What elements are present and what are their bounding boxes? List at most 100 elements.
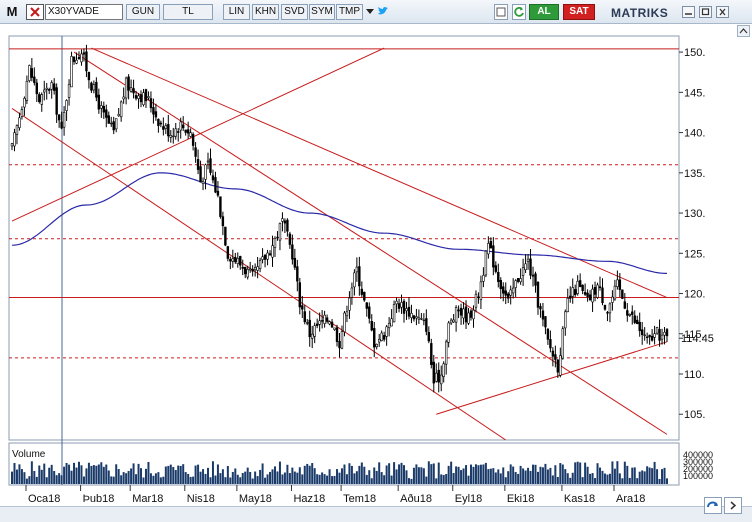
- candle-body: [437, 369, 440, 383]
- volume-bar: [313, 468, 316, 484]
- volume-bar: [231, 471, 234, 484]
- candle-body: [623, 301, 627, 309]
- volume-bar: [132, 463, 135, 484]
- volume-bar: [140, 468, 143, 484]
- x-tick-label: Oca18: [28, 493, 60, 505]
- volume-bar: [340, 468, 343, 484]
- candle-body: [303, 311, 306, 323]
- candle-body: [425, 318, 428, 332]
- volume-bar: [157, 472, 160, 484]
- symbol-field[interactable]: X30YVADE: [45, 4, 123, 20]
- period-button[interactable]: GUN: [126, 4, 160, 20]
- buy-button[interactable]: AL: [529, 4, 559, 20]
- checkbox-icon[interactable]: [494, 4, 508, 20]
- candle-body: [315, 323, 319, 326]
- sell-button[interactable]: SAT: [563, 4, 595, 20]
- candle-body: [541, 310, 545, 320]
- candle-body: [571, 287, 574, 297]
- candle-body: [487, 243, 490, 255]
- volume-bar: [256, 476, 259, 484]
- tmp-button[interactable]: TMP: [336, 4, 363, 20]
- svd-button[interactable]: SVD: [281, 4, 308, 20]
- volume-bar: [35, 476, 38, 484]
- close-symbol-icon[interactable]: [26, 4, 44, 20]
- candle-body: [559, 355, 562, 376]
- candle-body: [23, 98, 26, 108]
- volume-bar: [30, 461, 33, 484]
- lin-button[interactable]: LIN: [223, 4, 250, 20]
- volume-bar: [477, 465, 480, 484]
- volume-bar: [326, 475, 329, 484]
- refresh-icon[interactable]: [512, 4, 526, 20]
- minimize-icon[interactable]: [682, 6, 695, 18]
- volume-bar: [435, 478, 438, 484]
- candle-body: [291, 244, 294, 260]
- candle-body: [256, 266, 259, 271]
- volume-bar: [226, 466, 229, 484]
- candle-body: [655, 327, 659, 334]
- volume-bar: [90, 465, 93, 484]
- sym-button[interactable]: SYM: [309, 4, 335, 20]
- volume-bar: [194, 465, 197, 484]
- candle-body: [415, 316, 418, 319]
- candle-body: [569, 295, 572, 299]
- volume-bar: [425, 476, 428, 484]
- candle-body: [459, 307, 463, 316]
- candle-body: [248, 268, 252, 271]
- volume-bar: [291, 467, 294, 484]
- candle-body: [427, 332, 431, 342]
- volume-bar: [507, 471, 510, 484]
- candle-body: [613, 285, 617, 300]
- currency-button[interactable]: TL: [163, 4, 213, 20]
- candle-body: [80, 53, 83, 63]
- volume-bar: [497, 469, 500, 484]
- candle-body: [645, 336, 649, 338]
- scroll-end-icon[interactable]: [724, 497, 742, 514]
- candle-body: [57, 114, 61, 121]
- volume-bar: [603, 473, 606, 484]
- volume-bar: [184, 472, 187, 484]
- volume-bar: [273, 466, 276, 484]
- volume-bar: [259, 469, 262, 484]
- volume-bar: [663, 467, 666, 484]
- y-tick-label: 140.: [684, 128, 705, 140]
- candle-body: [350, 287, 354, 298]
- candle-body: [618, 279, 622, 290]
- volume-bar: [224, 477, 227, 484]
- volume-bar: [576, 461, 579, 484]
- candle-body: [385, 326, 388, 337]
- volume-bar: [631, 467, 634, 484]
- volume-bar: [15, 469, 18, 484]
- candle-body: [298, 282, 302, 308]
- twitter-icon[interactable]: [377, 4, 389, 20]
- maximize-icon[interactable]: [699, 6, 712, 18]
- volume-bar: [395, 469, 398, 484]
- volume-bar: [127, 470, 130, 484]
- candle-body: [640, 329, 644, 335]
- volume-bar: [350, 465, 353, 484]
- x-tick-label: Nis18: [187, 493, 215, 505]
- candle-body: [239, 256, 242, 266]
- window-close-icon[interactable]: [716, 6, 729, 18]
- menu-button[interactable]: M: [6, 4, 18, 19]
- candle-body: [397, 303, 401, 309]
- khn-button[interactable]: KHN: [252, 4, 279, 20]
- volume-bar: [23, 472, 26, 484]
- volume-tick-label: 400000: [683, 450, 713, 460]
- volume-bar: [125, 473, 128, 484]
- volume-bar: [571, 472, 574, 484]
- volume-bar: [298, 467, 301, 484]
- volume-bar: [11, 471, 13, 484]
- candle-body: [593, 287, 597, 295]
- scroll-up-icon[interactable]: [737, 25, 750, 37]
- candle-body: [529, 258, 532, 276]
- volume-bar: [601, 470, 604, 484]
- y-tick-label: 125.: [684, 248, 705, 260]
- dropdown-arrow-icon[interactable]: [364, 4, 376, 20]
- candle-body: [430, 343, 433, 365]
- volume-bar: [529, 470, 532, 484]
- candle-body: [417, 317, 421, 320]
- navigate-icon[interactable]: [704, 497, 722, 514]
- candle-body: [626, 310, 629, 316]
